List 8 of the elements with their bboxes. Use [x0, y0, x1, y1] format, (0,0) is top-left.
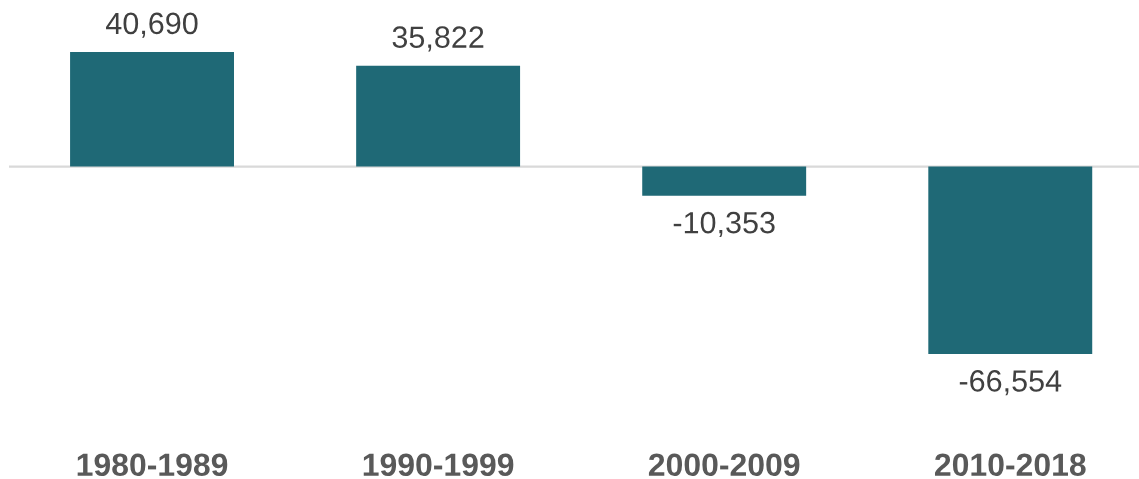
x-tick-label: 1980-1989 [77, 453, 228, 477]
data-label: -66,554 [959, 370, 1062, 396]
x-tick-label: 1990-1999 [363, 453, 514, 477]
x-tick-label: 2010-2018 [935, 453, 1086, 477]
data-label: 35,822 [392, 26, 484, 52]
data-label: 40,690 [106, 12, 198, 38]
data-label: -10,353 [673, 211, 775, 238]
x-tick-label: 2000-2009 [648, 453, 800, 477]
